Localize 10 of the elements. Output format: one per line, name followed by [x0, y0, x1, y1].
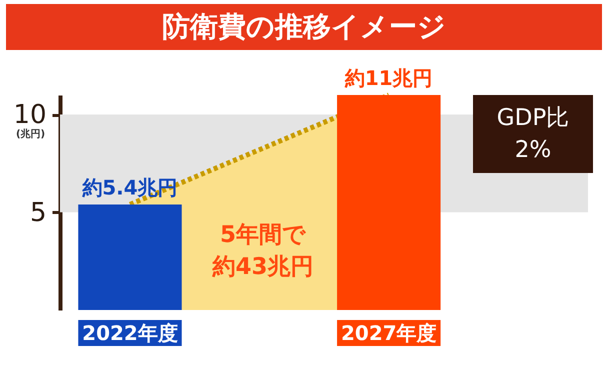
y-axis-title: (兆円) [16, 128, 46, 140]
chart-title: 防衛費の推移イメージ [6, 4, 602, 50]
x-tick-label: 2022年度 [82, 321, 178, 345]
annotation: 約43兆円 [211, 254, 314, 280]
x-tick-label: 2027年度 [340, 321, 437, 345]
data-label: 約11兆円 [344, 66, 433, 90]
annotation: GDP比 [496, 105, 570, 131]
annotation: 5年間で [220, 222, 306, 248]
y-tick-label: 5 [30, 198, 46, 228]
annotation: 2% [514, 137, 552, 163]
